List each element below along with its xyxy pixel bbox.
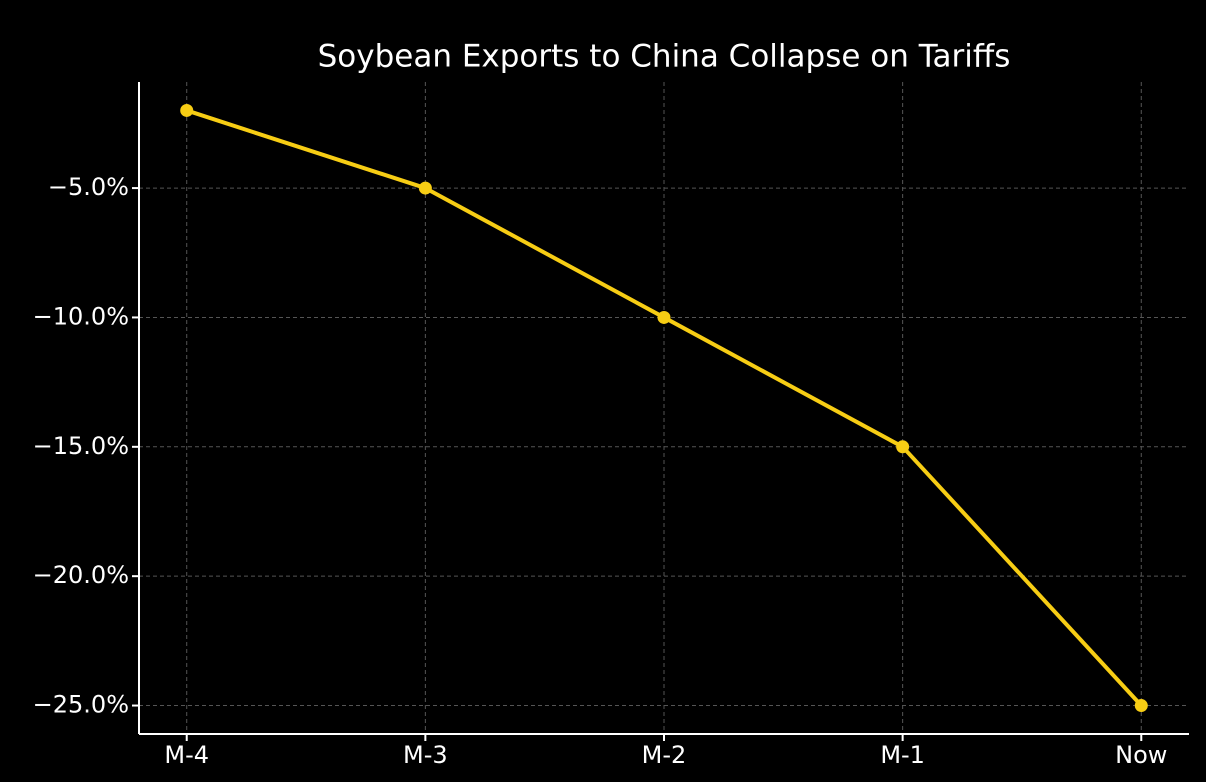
y-tick-label: −5.0% <box>48 173 129 201</box>
x-tick-label: M-4 <box>164 741 209 769</box>
y-tick-label: −20.0% <box>33 561 129 589</box>
y-tick-label: −15.0% <box>33 432 129 460</box>
chart-title: Soybean Exports to China Collapse on Tar… <box>318 39 1011 75</box>
x-tick-label: M-3 <box>403 741 448 769</box>
x-tick-label: M-1 <box>880 741 925 769</box>
point <box>896 440 910 454</box>
y-tick-label: −10.0% <box>33 302 129 330</box>
point <box>657 310 671 324</box>
point <box>180 103 194 117</box>
point <box>418 181 432 195</box>
x-tick-label: Now <box>1115 741 1167 769</box>
x-tick-label: M-2 <box>642 741 687 769</box>
point <box>1134 699 1148 713</box>
y-tick-label: −25.0% <box>33 691 129 719</box>
